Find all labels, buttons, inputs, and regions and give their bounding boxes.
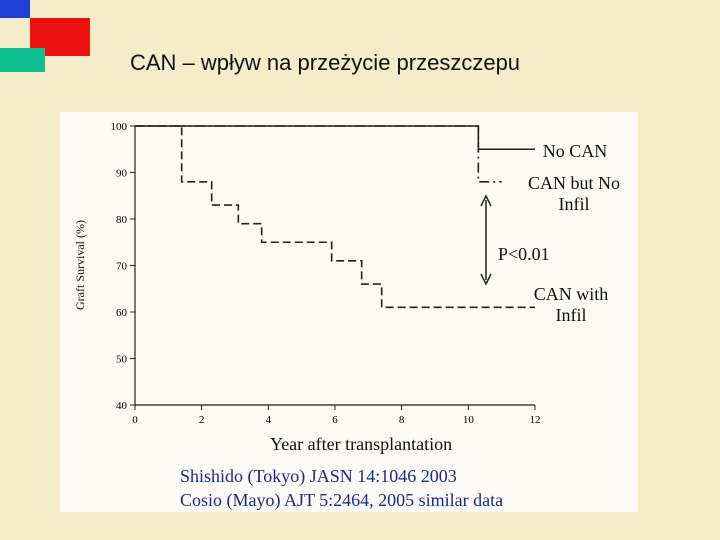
x-tick-label: 10: [463, 414, 475, 426]
x-tick-label: 4: [266, 414, 272, 426]
survival-curve: [135, 125, 535, 309]
decor-square: [0, 48, 45, 72]
slide-title: CAN – wpływ na przeżycie przeszczepu: [130, 50, 520, 75]
x-tick-label: 8: [399, 414, 405, 426]
y-tick-label: 100: [111, 121, 128, 133]
reference: Cosio (Mayo) AJT 5:2464, 2005 similar da…: [180, 490, 503, 511]
decor-square: [0, 0, 30, 18]
x-tick-label: 2: [199, 414, 205, 426]
x-tick-label: 6: [332, 414, 338, 426]
x-axis-label: Year after transplantation: [270, 434, 452, 454]
x-tick-label: 0: [132, 414, 138, 426]
reference: Shishido (Tokyo) JASN 14:1046 2003: [180, 466, 457, 487]
arrow-head: [480, 194, 492, 286]
y-axis-label: Graft Survival (%): [73, 220, 87, 310]
annotation: P<0.01: [498, 244, 550, 264]
y-tick-label: 40: [116, 400, 128, 412]
y-tick-label: 80: [116, 214, 128, 226]
series-label: No CAN: [542, 141, 608, 161]
figure-panel: [60, 112, 638, 512]
x-tick-label: 12: [530, 414, 541, 426]
series-label: CAN with Infil: [533, 284, 609, 325]
y-tick-label: 60: [116, 307, 128, 319]
y-tick-label: 50: [116, 354, 128, 366]
y-tick-label: 90: [116, 168, 128, 180]
series-label: CAN but No Infil: [528, 173, 621, 214]
y-tick-label: 70: [116, 261, 128, 273]
